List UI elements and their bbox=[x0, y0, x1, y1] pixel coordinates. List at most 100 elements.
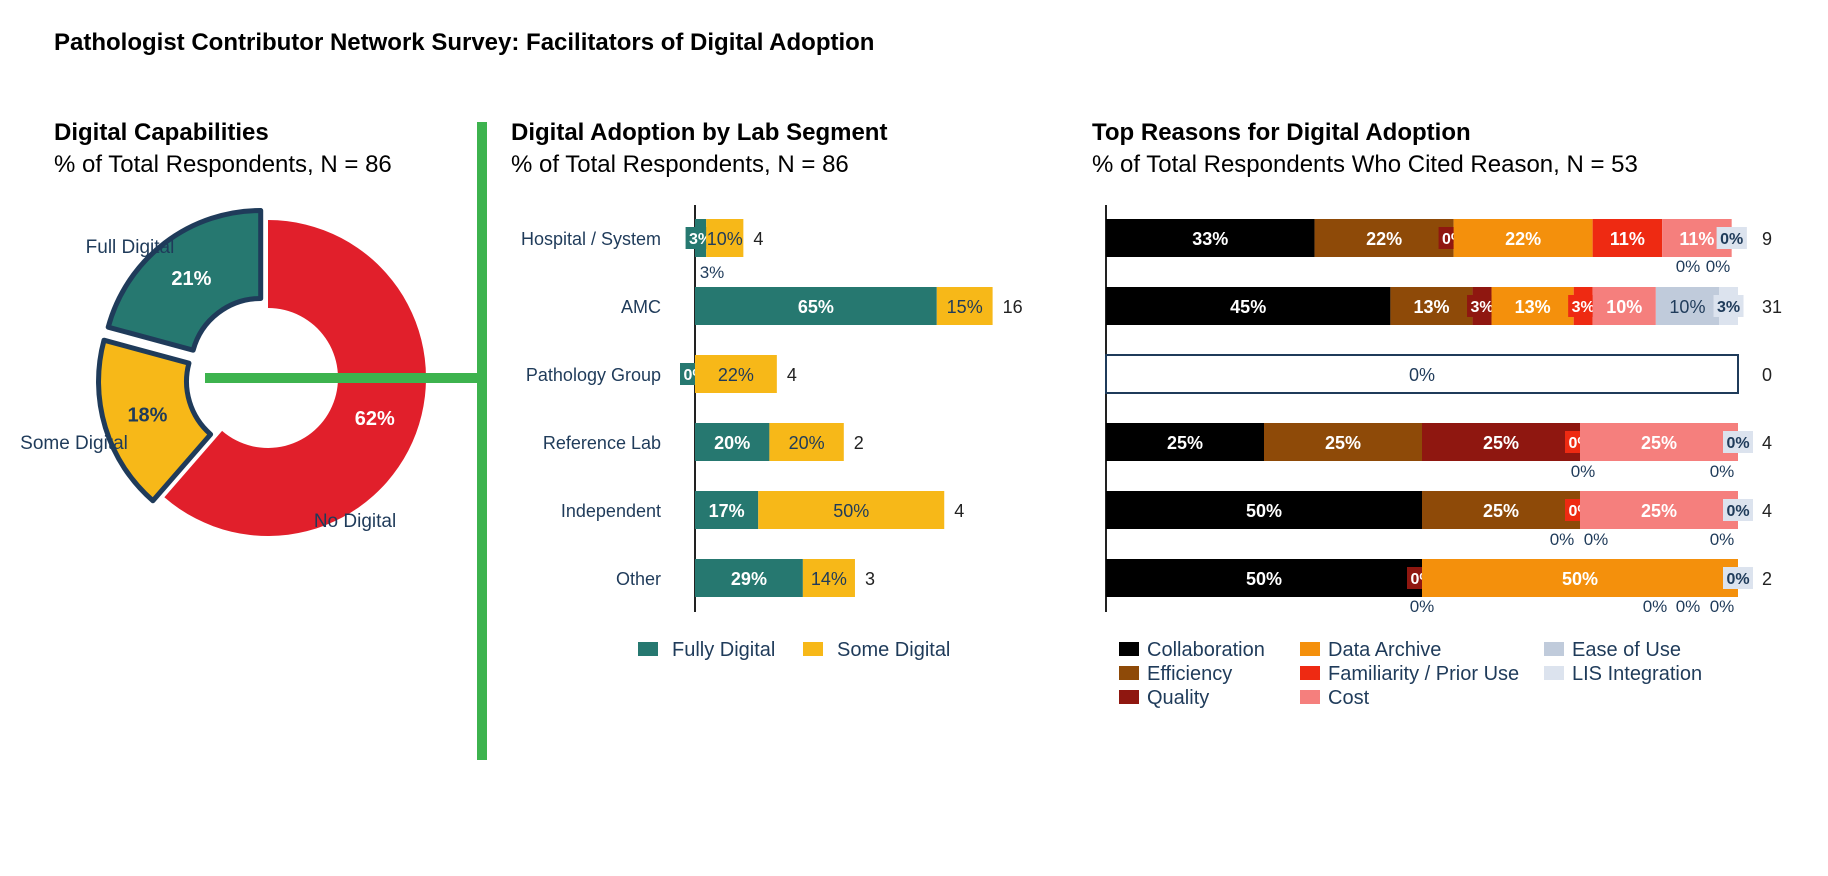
bar-value-label: 10% bbox=[1606, 297, 1642, 317]
bar-value-label: 25% bbox=[1641, 501, 1677, 521]
donut-slice-no-digital bbox=[164, 220, 426, 537]
bar-total-label: 0 bbox=[1762, 365, 1772, 385]
legend-swatch-ease-of-use bbox=[1544, 642, 1564, 656]
legend-label-familiarity-prior-use: Familiarity / Prior Use bbox=[1328, 663, 1519, 685]
zero-value-label: 0% bbox=[1410, 597, 1435, 616]
bar-cost bbox=[1592, 287, 1656, 325]
bar-total-label: 4 bbox=[787, 365, 797, 385]
empty-bar-outline bbox=[1105, 354, 1739, 394]
bar-value-label: 20% bbox=[714, 433, 750, 453]
legend-label-data-archive: Data Archive bbox=[1328, 639, 1441, 661]
bar-efficiency bbox=[1314, 219, 1454, 257]
legend-swatch-some-digital bbox=[803, 642, 823, 656]
donut-slice-name-label: No Digital bbox=[314, 511, 396, 532]
zero-value-label: 0% bbox=[1584, 530, 1609, 549]
bar-total-label: 2 bbox=[854, 433, 864, 453]
reasons-subtitle: % of Total Respondents Who Cited Reason,… bbox=[1092, 151, 1638, 178]
bar-value-label: 50% bbox=[833, 501, 869, 521]
bar-value-label: 50% bbox=[1246, 501, 1282, 521]
bar-value-label: 25% bbox=[1641, 433, 1677, 453]
donut-slice-value-label: 62% bbox=[355, 408, 395, 430]
bar-value-label: 3% bbox=[1572, 299, 1595, 316]
bar-collaboration bbox=[1106, 219, 1315, 257]
bar-total-label: 4 bbox=[954, 501, 964, 521]
zero-value-label: 0% bbox=[1710, 530, 1735, 549]
bar-value-label: 10% bbox=[1669, 297, 1705, 317]
bar-value-label: 10% bbox=[707, 229, 743, 249]
bar-small-badge bbox=[1723, 431, 1753, 453]
category-label-independent: Independent bbox=[561, 501, 661, 521]
bar-small-badge bbox=[1716, 227, 1747, 249]
bar-small-badge bbox=[1568, 295, 1599, 317]
bar-value-label: 29% bbox=[731, 569, 767, 589]
zero-value-label: 0% bbox=[1550, 530, 1575, 549]
bar-value-label: 20% bbox=[789, 433, 825, 453]
bar-some-digital bbox=[706, 219, 744, 257]
bar-value-label: 22% bbox=[1366, 229, 1402, 249]
bar-value-label: 0% bbox=[1726, 503, 1749, 520]
bar-total-label: 31 bbox=[1762, 297, 1782, 317]
bar-value-label: 25% bbox=[1325, 433, 1361, 453]
bar-small-badge bbox=[1713, 295, 1744, 317]
bar-efficiency bbox=[1390, 287, 1473, 325]
bar-value-label: 11% bbox=[1610, 229, 1645, 249]
bar-value-label: 0% bbox=[1726, 435, 1749, 452]
bar-some-digital bbox=[802, 559, 855, 597]
bar-value-label: 33% bbox=[1192, 229, 1228, 249]
category-label-other: Other bbox=[616, 569, 661, 589]
bar-value-label: 25% bbox=[1483, 501, 1519, 521]
legend-swatch-collaboration bbox=[1119, 642, 1139, 656]
legend-label-some-digital: Some Digital bbox=[837, 639, 950, 661]
legend-label-cost: Cost bbox=[1328, 687, 1370, 709]
bar-efficiency bbox=[1422, 491, 1580, 529]
bar-fully-digital bbox=[695, 423, 770, 461]
bar-fully-digital bbox=[695, 559, 803, 597]
bar-value-label: 14% bbox=[811, 569, 847, 589]
bar-fully-digital bbox=[695, 491, 759, 529]
legend-label-fully-digital: Fully Digital bbox=[672, 639, 775, 661]
legend-label-efficiency: Efficiency bbox=[1147, 663, 1232, 685]
bar-small-badge bbox=[1723, 499, 1753, 521]
bar-value-label: 0% bbox=[1409, 365, 1435, 385]
donut-slice-full-digital bbox=[105, 207, 264, 353]
zero-value-label: 0% bbox=[1676, 257, 1701, 276]
legend-label-collaboration: Collaboration bbox=[1147, 639, 1265, 661]
donut-slice-name-label: Some Digital bbox=[20, 433, 128, 454]
bar-value-label: 50% bbox=[1562, 569, 1598, 589]
bar-value-label: 45% bbox=[1230, 297, 1266, 317]
bar-collaboration bbox=[1106, 287, 1391, 325]
legend-swatch-efficiency bbox=[1119, 666, 1139, 680]
bar-data-archive bbox=[1453, 219, 1593, 257]
bar-cost bbox=[1580, 423, 1738, 461]
bar-some-digital bbox=[758, 491, 945, 529]
bar-collaboration bbox=[1106, 559, 1422, 597]
connector bbox=[205, 122, 487, 760]
bar-value-label: 22% bbox=[1505, 229, 1541, 249]
bar-some-digital bbox=[936, 287, 993, 325]
legend-label-quality: Quality bbox=[1147, 687, 1209, 709]
bar-value-label-outside: 3% bbox=[700, 263, 725, 282]
bar-value-label: 0% bbox=[1726, 571, 1749, 588]
bar-quality bbox=[1422, 423, 1580, 461]
donut-subtitle: % of Total Respondents, N = 86 bbox=[54, 151, 392, 178]
category-label-hospital-system: Hospital / System bbox=[521, 229, 661, 249]
bar-value-label: 22% bbox=[718, 365, 754, 385]
zero-value-label: 0% bbox=[1676, 597, 1701, 616]
bar-value-label: 11% bbox=[1679, 229, 1714, 249]
zero-value-label: 0% bbox=[1710, 462, 1735, 481]
zero-value-label: 0% bbox=[1706, 257, 1731, 276]
donut-slice-name-label: Full Digital bbox=[86, 237, 175, 258]
digital-capabilities-panel: Digital Capabilities % of Total Responde… bbox=[20, 119, 426, 537]
zero-value-label: 0% bbox=[1571, 462, 1596, 481]
bar-value-label: 3% bbox=[1470, 299, 1493, 316]
bar-total-label: 4 bbox=[1762, 501, 1772, 521]
bar-small-badge bbox=[1467, 295, 1498, 317]
bar-some-digital bbox=[695, 355, 777, 393]
segment-title: Digital Adoption by Lab Segment bbox=[511, 119, 887, 146]
category-label-reference-lab: Reference Lab bbox=[543, 433, 661, 453]
adoption-reasons-panel: Top Reasons for Digital Adoption % of To… bbox=[1092, 119, 1782, 709]
donut-slice-value-label: 21% bbox=[171, 268, 211, 290]
bar-some-digital bbox=[769, 423, 844, 461]
bar-data-archive bbox=[1422, 559, 1738, 597]
